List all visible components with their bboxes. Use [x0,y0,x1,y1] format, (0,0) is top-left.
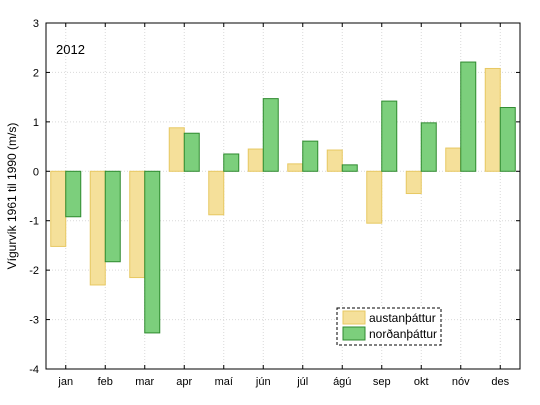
x-tick-label: jan [57,376,73,388]
bar-austan-mar [129,170,146,279]
x-tick-label: feb [98,376,113,388]
x-tick-label: nóv [452,376,470,388]
bar-austan-okt [405,170,422,195]
y-tick-label: -4 [29,364,39,376]
plot-frame [45,22,521,370]
bar-nordan-ágú [341,164,358,172]
bar-austan-apr [168,127,185,172]
bar-austan-júl [287,163,304,172]
bar-nordan-jan [65,170,82,218]
bar-nordan-mar [144,170,161,334]
bar-nordan-nóv [460,61,477,172]
y-tick-label: 0 [33,166,39,178]
x-tick-label: júl [296,376,308,388]
bar-nordan-jún [262,98,279,172]
x-tick-label: mar [135,376,154,388]
legend: austanþáttur norðanþáttur [336,307,442,346]
x-tick-label: des [491,376,509,388]
y-axis-title: Vígurvík 1961 til 1990 (m/s) [5,123,19,270]
x-tick-label: jún [255,376,271,388]
bar-nordan-maí [223,153,240,172]
x-tick-label: apr [176,376,192,388]
bar-austan-feb [89,170,106,286]
y-tick-label: -1 [29,216,39,228]
legend-label-austan: austanþáttur [369,311,436,325]
y-tick-label: 1 [33,117,39,129]
bar-austan-maí [208,170,225,216]
y-tick-label: -2 [29,265,39,277]
x-tick-label: sep [373,376,391,388]
bar-nordan-apr [183,132,200,172]
bar-austan-ágú [326,149,343,172]
x-tick-label: maí [215,376,233,388]
legend-swatch-austan [342,310,366,325]
bar-nordan-sep [381,100,398,172]
bar-nordan-okt [420,122,437,172]
y-tick-label: -3 [29,315,39,327]
bar-austan-jan [50,170,67,247]
y-tick-label: 2 [33,67,39,79]
bar-nordan-júl [302,140,319,172]
bar-austan-jún [247,148,264,172]
bar-nordan-des [499,107,516,172]
ticks: -4 -3 -2 -1 0 1 2 3 jan feb mar apr maí jún júl ágú sep o… [29,18,520,388]
bar-austan-des [484,67,501,172]
bar-nordan-feb [104,170,121,263]
legend-swatch-nordan [342,326,366,341]
bar-austan-nóv [445,147,462,172]
x-tick-label: ágú [333,376,351,388]
legend-label-nordan: norðanþáttur [369,327,437,341]
bars [50,61,516,334]
bar-austan-sep [366,170,383,224]
chart-annotation: 2012 [56,42,85,57]
x-tick-label: okt [414,376,429,388]
y-tick-label: 3 [33,18,39,30]
